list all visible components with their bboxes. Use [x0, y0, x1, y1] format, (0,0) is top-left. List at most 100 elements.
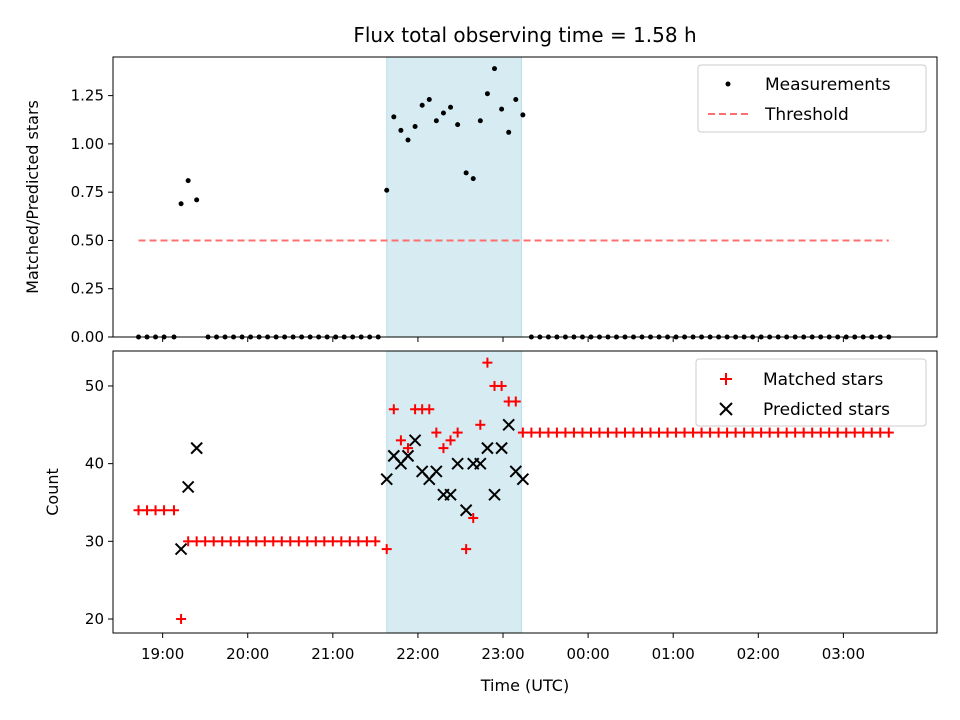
- matched-star-point: [585, 427, 596, 438]
- matched-star-point: [402, 443, 413, 454]
- matched-star-point: [815, 427, 826, 438]
- matched-star-point: [577, 427, 588, 438]
- predicted-star-point: [495, 441, 508, 455]
- matched-star-point: [461, 544, 472, 555]
- bottom-series-predicted-stars: [174, 418, 530, 556]
- measurement-point: [463, 170, 469, 176]
- top-panel: Flux total observing time = 1.58 h Match…: [23, 23, 938, 346]
- matched-star-point: [790, 427, 801, 438]
- predicted-star-point: [408, 434, 422, 447]
- matched-star-point: [133, 505, 144, 516]
- matched-star-point: [756, 427, 767, 438]
- x-tick-label: 20:00: [226, 645, 269, 663]
- matched-star-point: [611, 427, 622, 438]
- legend-predicted-marker: [719, 402, 733, 416]
- matched-star-point: [866, 427, 877, 438]
- chart-title: Flux total observing time = 1.58 h: [353, 23, 696, 47]
- x-tick-label: 01:00: [652, 645, 695, 663]
- measurement-point: [433, 118, 439, 124]
- matched-star-point: [438, 443, 449, 454]
- matched-star-point: [310, 536, 321, 547]
- predicted-star-point: [459, 504, 473, 517]
- legend-threshold-label: Threshold: [764, 105, 849, 125]
- top-legend-box: [697, 64, 927, 133]
- matched-star-point: [849, 427, 860, 438]
- matched-star-point: [268, 536, 279, 547]
- matched-star-point: [242, 536, 253, 547]
- matched-star-point: [858, 427, 869, 438]
- matched-star-point: [259, 536, 270, 547]
- predicted-star-point: [516, 472, 530, 486]
- legend-measurements-label: Measurements: [765, 75, 891, 95]
- matched-star-point: [191, 536, 202, 547]
- bottom-y-tick-label: 50: [85, 377, 104, 395]
- matched-star-point: [302, 536, 313, 547]
- top-y-tick-label: 1.00: [71, 135, 104, 153]
- matched-star-point: [251, 536, 262, 547]
- matched-star-point: [739, 427, 750, 438]
- predicted-star-point: [181, 480, 195, 494]
- predicted-star-point: [430, 465, 443, 478]
- predicted-star-point: [380, 472, 393, 486]
- legend-predicted-label: Predicted stars: [763, 400, 890, 420]
- matched-star-point: [150, 505, 161, 516]
- matched-star-point: [344, 536, 355, 547]
- top-shaded-region: [386, 56, 522, 338]
- legend-matched-marker: [720, 373, 732, 385]
- measurement-point: [384, 187, 390, 193]
- matched-star-point: [602, 427, 613, 438]
- measurement-point: [492, 66, 498, 72]
- bottom-panel: Count Time (UTC) 19:00 20:00 21:00 22:00 23:…: [43, 350, 938, 695]
- matched-star-point: [764, 427, 775, 438]
- matched-star-point: [336, 536, 347, 547]
- measurement-point: [419, 102, 425, 108]
- matched-star-point: [424, 404, 435, 415]
- measurement-point: [405, 137, 411, 143]
- matched-star-point: [159, 505, 170, 516]
- matched-star-point: [781, 427, 792, 438]
- predicted-star-point: [401, 449, 415, 463]
- matched-star-point: [551, 427, 562, 438]
- measurement-point: [194, 197, 200, 203]
- matched-star-point: [705, 427, 716, 438]
- matched-star-point: [722, 427, 733, 438]
- matched-star-point: [234, 536, 245, 547]
- measurement-point: [520, 112, 526, 118]
- matched-star-point: [200, 536, 211, 547]
- top-legend: Measurements Threshold: [697, 64, 927, 133]
- matched-star-point: [824, 427, 835, 438]
- top-y-tick-label: 0.50: [71, 231, 104, 249]
- top-y-tick-label: 0.25: [71, 280, 104, 298]
- matched-star-point: [654, 427, 665, 438]
- x-tick-label: 21:00: [311, 645, 354, 663]
- measurement-point: [178, 201, 184, 207]
- matched-star-point: [594, 427, 605, 438]
- legend-measurements-marker: [725, 81, 731, 87]
- matched-star-point: [807, 427, 818, 438]
- matched-star-point: [696, 427, 707, 438]
- matched-star-point: [645, 427, 656, 438]
- matched-star-point: [671, 427, 682, 438]
- matched-star-point: [662, 427, 673, 438]
- matched-star-point: [208, 536, 219, 547]
- measurement-point: [412, 124, 418, 130]
- bottom-y-tick-label: 20: [85, 610, 104, 628]
- matched-star-point: [285, 536, 296, 547]
- legend-matched-label: Matched stars: [763, 370, 883, 390]
- matched-star-point: [510, 396, 521, 407]
- matched-star-point: [637, 427, 648, 438]
- matched-star-point: [319, 536, 330, 547]
- matched-star-point: [560, 427, 571, 438]
- measurement-point: [391, 114, 397, 120]
- matched-star-point: [482, 357, 493, 368]
- measurement-point: [470, 176, 476, 182]
- top-y-tick-label: 1.25: [71, 87, 104, 105]
- bottom-y-tick-label: 40: [85, 455, 104, 473]
- matched-star-point: [293, 536, 304, 547]
- matched-star-point: [517, 427, 528, 438]
- measurement-point: [426, 96, 432, 102]
- bottom-series-matched-stars: [133, 357, 894, 625]
- predicted-star-point: [481, 441, 494, 455]
- matched-star-point: [370, 536, 381, 547]
- measurement-point: [484, 91, 490, 97]
